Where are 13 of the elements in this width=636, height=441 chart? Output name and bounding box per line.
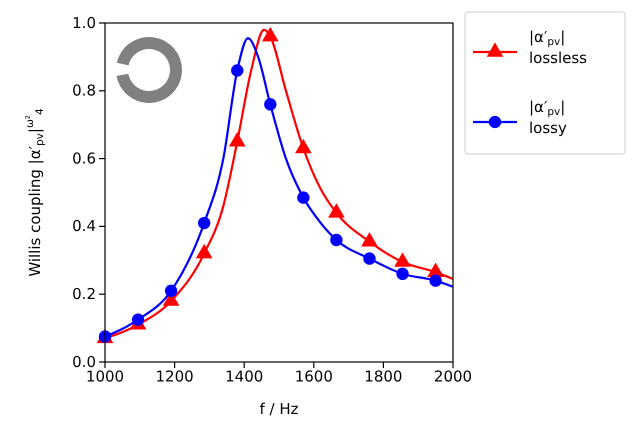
legend-label: |α′$_{pv}$| lossy bbox=[529, 98, 567, 137]
x-tick-label: 1400 bbox=[225, 368, 264, 386]
y-tick-label: 0.4 bbox=[72, 217, 96, 236]
y-tick-label: 0.8 bbox=[72, 82, 96, 100]
x-tick-label: 2000 bbox=[434, 368, 472, 386]
x-tick-label: 1800 bbox=[364, 368, 402, 386]
y-tick-label: 1.0 bbox=[72, 14, 96, 32]
y-tick-label: 0.6 bbox=[72, 149, 96, 168]
x-axis-title: f / Hz bbox=[259, 400, 299, 418]
x-tick-label: 1600 bbox=[294, 368, 333, 386]
legend-label: |α′$_{pv}$| lossless bbox=[529, 28, 588, 67]
x-tick-label: 1200 bbox=[156, 368, 194, 386]
y-tick-label: 0.2 bbox=[72, 285, 96, 303]
